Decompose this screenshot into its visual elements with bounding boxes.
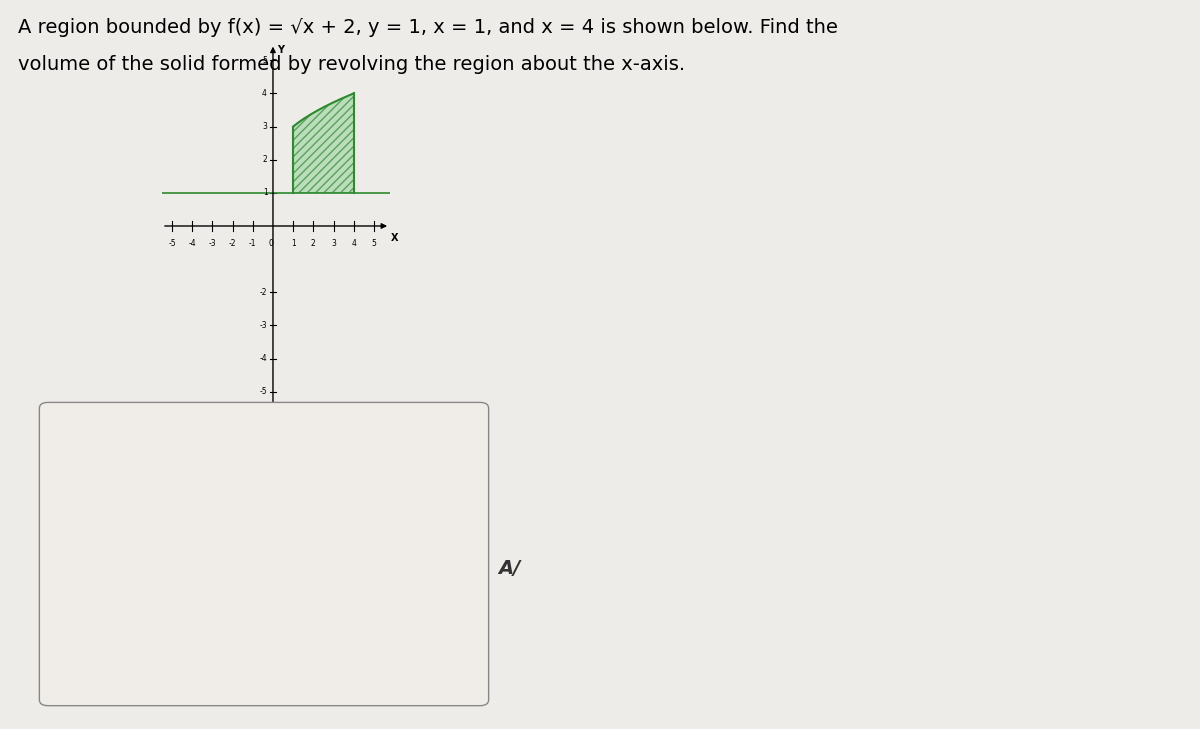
Text: 1: 1: [290, 239, 295, 249]
Text: -3: -3: [209, 239, 216, 249]
Text: 2: 2: [311, 239, 316, 249]
Text: Y: Y: [277, 45, 284, 55]
Text: A region bounded by f(x) = √x + 2, y = 1, x = 1, and x = 4 is shown below. Find : A region bounded by f(x) = √x + 2, y = 1…: [18, 18, 838, 37]
Text: -5: -5: [168, 239, 176, 249]
Text: 2: 2: [262, 155, 266, 164]
Text: 1: 1: [263, 188, 268, 198]
Text: 3: 3: [262, 122, 266, 131]
Text: 3: 3: [331, 239, 336, 249]
Text: -1: -1: [250, 239, 257, 249]
Text: 0: 0: [268, 239, 272, 249]
Text: -4: -4: [259, 354, 266, 363]
Text: 5: 5: [372, 239, 377, 249]
Text: -3: -3: [259, 321, 266, 330]
Text: A/: A/: [498, 559, 521, 578]
Text: 5: 5: [262, 56, 266, 65]
Text: volume of the solid formed by revolving the region about the x-axis.: volume of the solid formed by revolving …: [18, 55, 685, 74]
Text: -2: -2: [259, 288, 266, 297]
Text: -4: -4: [188, 239, 196, 249]
Text: X: X: [391, 233, 398, 243]
Text: -2: -2: [229, 239, 236, 249]
Text: -5: -5: [259, 387, 266, 396]
FancyBboxPatch shape: [40, 402, 488, 706]
Text: 4: 4: [352, 239, 356, 249]
Text: 4: 4: [262, 89, 266, 98]
